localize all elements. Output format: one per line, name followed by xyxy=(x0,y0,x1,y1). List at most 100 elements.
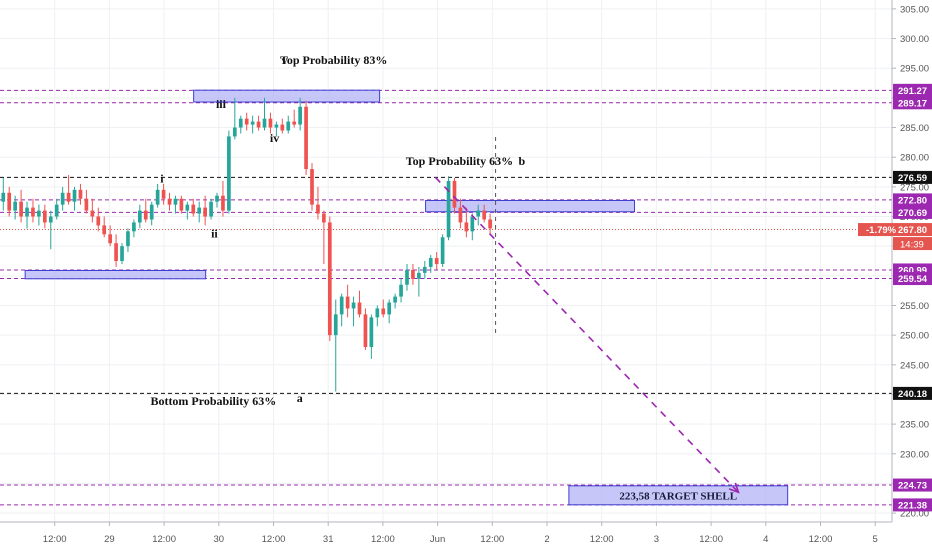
price-tick-label: 230.00 xyxy=(900,449,929,460)
price-level-label: 259.54 xyxy=(898,274,928,285)
countdown-tag xyxy=(893,237,932,251)
projection-arrow-line xyxy=(434,176,740,493)
candle-body xyxy=(262,118,267,128)
candle-body xyxy=(422,266,427,273)
price-level-label: 224.73 xyxy=(898,481,927,492)
candle-body xyxy=(232,127,237,137)
wave-annotation: i xyxy=(160,172,164,186)
time-tick-label: 12:00 xyxy=(699,534,723,545)
wave-annotation: Top Probability 83% xyxy=(280,53,387,67)
time-tick-label: 30 xyxy=(214,534,225,545)
price-tick-label: 295.00 xyxy=(900,64,929,75)
candle-body xyxy=(66,192,71,202)
time-tick-label: 5 xyxy=(873,534,878,545)
candle-body xyxy=(48,216,53,223)
candle-body xyxy=(19,201,23,217)
candle-body xyxy=(90,210,95,217)
price-tick-label: 220.00 xyxy=(900,509,929,520)
price-level-tag xyxy=(893,386,932,400)
current-price-label: 267.80 xyxy=(898,225,927,236)
candle-body xyxy=(393,296,397,303)
time-axis[interactable]: 12:00 29 12:00 30 12:00 31 12:00 Jun 12:00 2 12:00… xyxy=(0,521,892,545)
price-level-tag xyxy=(893,205,932,219)
candle-body xyxy=(280,124,285,131)
candle-body xyxy=(345,296,350,309)
price-level-tag xyxy=(893,498,932,512)
current-price-tag xyxy=(858,223,932,237)
time-tick-label: 12:00 xyxy=(152,534,176,545)
candle-body xyxy=(25,207,29,217)
candle-body xyxy=(292,121,297,125)
candle-body xyxy=(37,210,41,217)
zone-box xyxy=(193,89,381,103)
price-level-label: 272.80 xyxy=(898,195,927,206)
wave-annotation: Bottom Probability 63% xyxy=(150,394,276,408)
time-tick-label: Jun xyxy=(430,534,445,545)
candle-body xyxy=(7,192,12,211)
candle-body xyxy=(108,234,112,244)
candle-body xyxy=(96,216,101,226)
candle-body xyxy=(167,198,172,205)
candle-body xyxy=(375,308,380,318)
candle-body xyxy=(446,180,451,238)
candle-body xyxy=(417,272,421,279)
candle-body xyxy=(452,180,457,208)
candle-body xyxy=(132,222,136,232)
zone-box xyxy=(425,199,636,213)
candle-body xyxy=(203,207,207,217)
candle-body xyxy=(256,121,261,128)
candle-body xyxy=(54,204,59,217)
candles xyxy=(1,97,492,392)
candle-body xyxy=(428,258,433,267)
candle-body xyxy=(1,192,6,202)
candle-body xyxy=(143,210,148,220)
candle-body xyxy=(137,210,142,223)
candle-body xyxy=(399,284,403,297)
price-axis[interactable]: 220.00225.00230.00235.00240.00245.00250.… xyxy=(858,0,932,550)
candle-body xyxy=(405,269,409,285)
wave-annotation: iv xyxy=(270,131,279,145)
wave-annotation: Top Probability 63% xyxy=(406,154,513,168)
candle-body xyxy=(161,189,166,199)
candle-body xyxy=(114,243,118,261)
candle-body xyxy=(149,204,154,220)
candle-body xyxy=(411,269,415,279)
price-tick-label: 285.00 xyxy=(900,123,929,134)
price-level-tag xyxy=(893,170,932,184)
price-tick-label: 280.00 xyxy=(900,153,929,164)
price-level-label: 270.69 xyxy=(898,208,927,219)
price-level-label: 260.99 xyxy=(898,265,927,276)
price-level-label: 291.27 xyxy=(898,86,927,97)
price-tick-label: 305.00 xyxy=(900,4,929,15)
price-level-tag xyxy=(893,193,932,207)
candle-body xyxy=(197,207,202,214)
candle-body xyxy=(155,189,160,205)
candle-body xyxy=(339,296,344,315)
candle-body xyxy=(482,210,487,220)
price-level-label: 289.17 xyxy=(898,98,927,109)
candle-body xyxy=(173,198,178,205)
candle-body xyxy=(227,136,231,211)
time-tick-label: 12:00 xyxy=(371,534,395,545)
candle-body xyxy=(464,222,469,232)
candle-body xyxy=(351,302,356,309)
candle-body xyxy=(244,118,249,125)
candle-body xyxy=(43,210,47,223)
candle-body xyxy=(488,219,492,229)
wave-annotation: ii xyxy=(211,226,218,240)
candle-body xyxy=(298,106,302,125)
candle-body xyxy=(126,231,130,247)
price-tick-label: 250.00 xyxy=(900,331,929,342)
time-tick-label: 12:00 xyxy=(590,534,614,545)
wave-annotation: v xyxy=(281,53,287,67)
price-level-tag xyxy=(893,272,932,286)
price-tick-label: 300.00 xyxy=(900,34,929,45)
candle-body xyxy=(327,222,332,336)
price-tick-label: 255.00 xyxy=(900,301,929,312)
candle-body xyxy=(191,204,196,214)
candle-body xyxy=(60,192,65,205)
candle-body xyxy=(274,124,279,128)
time-tick-label: 3 xyxy=(654,534,659,545)
candle-body xyxy=(434,258,439,264)
